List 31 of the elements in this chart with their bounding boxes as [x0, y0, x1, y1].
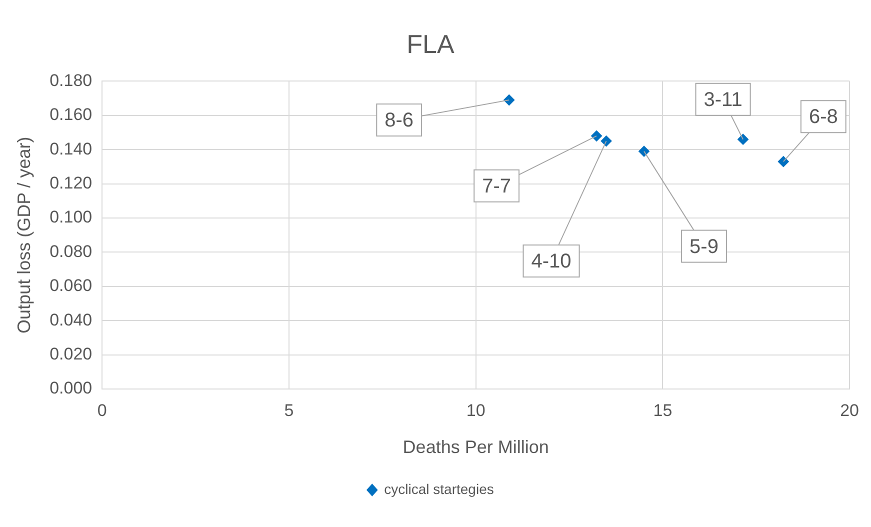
point — [591, 130, 602, 142]
annotation: 7-7 — [482, 175, 511, 198]
y-axis-title: Output loss (GDP / year) — [14, 136, 34, 334]
x-tick-label: 15 — [653, 400, 672, 420]
annotation: 5-9 — [690, 236, 718, 258]
x-tick-label: 0 — [97, 400, 107, 420]
y-tick-label: 0.180 — [50, 70, 92, 90]
point — [600, 136, 612, 147]
point — [504, 94, 515, 106]
x-tick-label: 20 — [840, 400, 860, 420]
annotation: 6-8 — [808, 106, 838, 128]
annotation: 8-6 — [384, 110, 414, 132]
y-tick-label: 0.020 — [50, 344, 92, 364]
x-axis-title: Deaths Per Million — [402, 437, 549, 458]
y-tick-label: 0.040 — [50, 310, 92, 330]
point — [638, 146, 650, 157]
point — [778, 156, 789, 168]
y-tick-label: 0.100 — [50, 208, 92, 227]
y-tick-label: 0.080 — [50, 242, 92, 261]
y-tick-label: 0.120 — [50, 173, 92, 192]
x-tick-label: 10 — [466, 400, 486, 420]
point — [738, 134, 749, 145]
y-tick-label: 0.160 — [50, 105, 92, 124]
y-tick-label: 0.140 — [50, 139, 92, 158]
chart-title: FLA — [406, 28, 455, 59]
x-tick-label: 5 — [284, 400, 294, 420]
y-tick-label: 0.000 — [50, 378, 92, 398]
legend-label: cyclical startegies — [384, 480, 494, 497]
annotation: 3-11 — [704, 88, 742, 111]
annotation: 4-10 — [531, 250, 572, 273]
y-tick-label: 0.060 — [50, 276, 92, 296]
